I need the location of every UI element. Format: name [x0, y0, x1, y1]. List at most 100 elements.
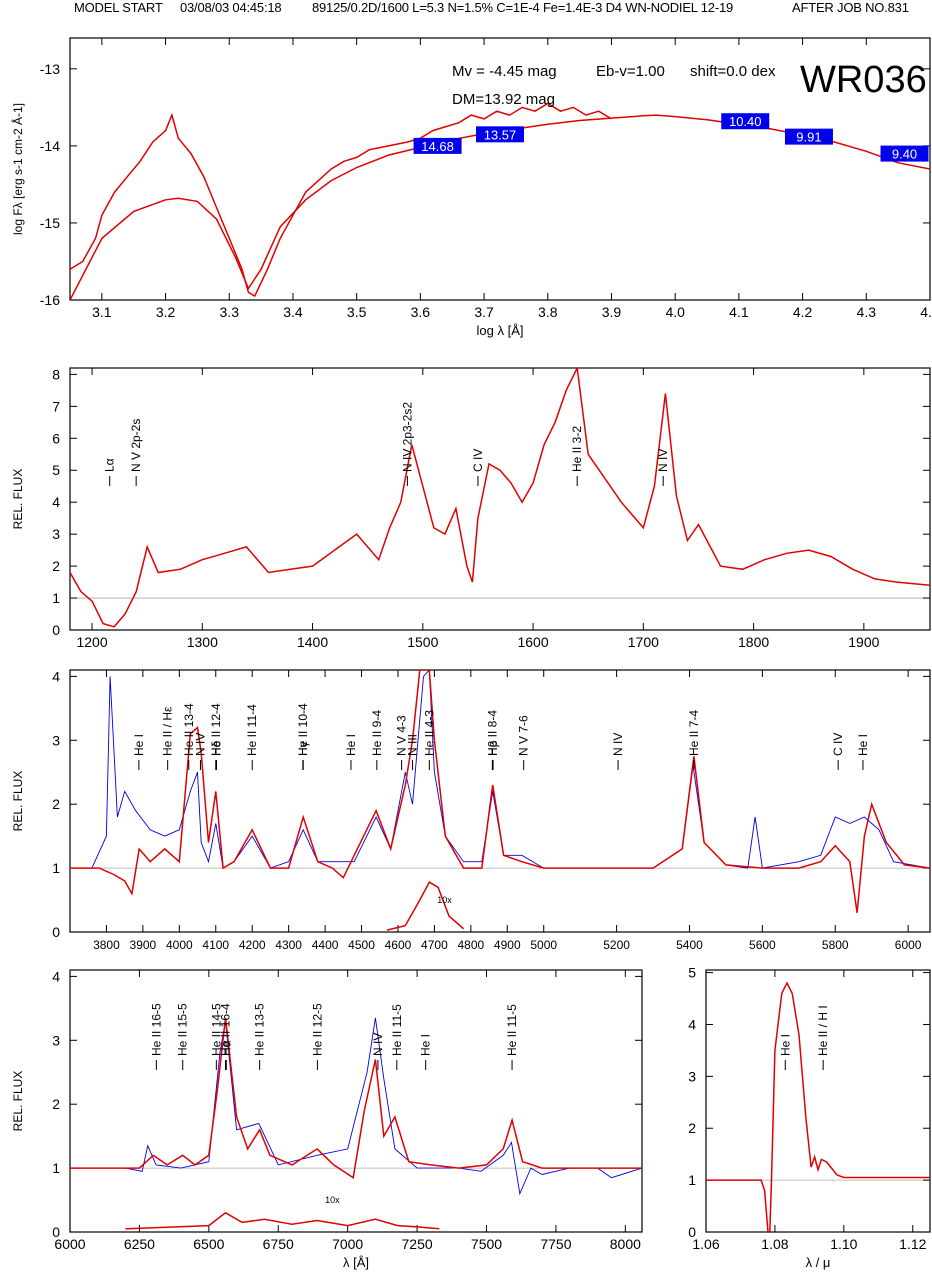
x-tick-label: 1.10	[830, 1236, 857, 1252]
photometry-box	[721, 113, 770, 130]
line-id-label: N III	[406, 734, 420, 756]
y-tick-label: 4	[52, 494, 60, 510]
x-tick-label: 1.08	[761, 1236, 788, 1252]
y-tick-label: 3	[52, 526, 60, 542]
x-tick-label: 6000	[895, 938, 922, 952]
line-id-label: C IV	[831, 733, 845, 756]
line-id-label: He II 13-4	[182, 703, 196, 756]
x-tick-label: 4700	[421, 938, 448, 952]
x-tick-label: 1200	[76, 634, 107, 650]
figure-header: MODEL START 03/08/03 04:45:18 89125/0.2D…	[0, 0, 932, 18]
x-tick-label: 4.3	[857, 304, 877, 320]
series-line-line-0	[706, 981, 930, 1232]
x-tick-label: 6250	[124, 1236, 155, 1252]
y-tick-label: -15	[40, 215, 60, 231]
y-tick-label: 1	[52, 1160, 60, 1176]
line-id-label: He II 16-4	[218, 1003, 232, 1056]
x-tick-label: 3.4	[283, 304, 303, 320]
panel-sed: 3.1 3.2 3.3 3.4 3.5 3.6 3.7 3.8 3.9 4.0 4.1 4.2 4.3 4…	[10, 37, 932, 338]
plot-frame	[69, 669, 931, 933]
photometry-label: 10.40	[729, 114, 762, 129]
header-after-job: AFTER JOB NO.831	[792, 0, 909, 15]
series-line-observed-0	[70, 1017, 642, 1196]
y-axis-label: REL. FLUX	[11, 469, 25, 530]
line-id-label: He II 7-4	[687, 710, 701, 756]
line-id-label: Hα	[219, 1040, 233, 1056]
x-tick-label: 1400	[297, 634, 328, 650]
plot-frame	[705, 969, 931, 1233]
line-id-label: Lα	[103, 458, 117, 472]
x-tick-label: 1900	[848, 634, 879, 650]
line-id-label: He II 12-4	[209, 703, 223, 756]
line-id-label: Hγ	[296, 741, 310, 756]
series-line-line-0	[70, 368, 930, 628]
x-tick-label: 4500	[348, 938, 375, 952]
y-tick-label: -16	[40, 292, 60, 308]
x-tick-label: 8000	[610, 1236, 641, 1252]
line-id-label: He II 13-5	[253, 1003, 267, 1056]
y-tick-label: 2	[688, 1120, 696, 1136]
x-tick-label: 6500	[193, 1236, 224, 1252]
photometry-box	[413, 137, 462, 154]
x-tick-label: 4900	[494, 938, 521, 952]
line-id-label: He II 16-5	[149, 1003, 163, 1056]
x-tick-label: 4800	[457, 938, 484, 952]
line-id-label: Hδ	[209, 740, 223, 756]
x-tick-label: 4100	[202, 938, 229, 952]
x-tick-label: 6000	[54, 1236, 85, 1252]
line-id-label: He I	[344, 734, 358, 756]
annotation-ebv: Eb-v=1.00	[596, 63, 665, 80]
line-id-label: He I	[419, 1034, 433, 1056]
line-id-label: He II 12-5	[310, 1003, 324, 1056]
line-id-label: He II 15-5	[176, 1003, 190, 1056]
x-tick-label: 4400	[312, 938, 339, 952]
annotation-dm: DM=13.92 mag	[452, 91, 555, 108]
x-axis-label: log λ [Å]	[477, 323, 524, 338]
annotation-mv: Mv = -4.45 mag	[452, 63, 557, 80]
y-tick-label: 3	[52, 732, 60, 748]
x-tick-label: 5200	[603, 938, 630, 952]
header-model-start: MODEL START	[74, 0, 163, 15]
photometry-label: 13.57	[484, 127, 517, 142]
star-name: WR036	[800, 59, 927, 101]
y-tick-label: 2	[52, 796, 60, 812]
y-tick-label: 3	[52, 1032, 60, 1048]
line-id-label: He II 3-2	[570, 426, 584, 472]
series-line-inset-2	[125, 1211, 440, 1230]
header-params: 89125/0.2D/1600 L=5.3 N=1.5% C=1E-4 Fe=1…	[312, 0, 734, 15]
x-tick-label: 1300	[187, 634, 218, 650]
photometry-box	[880, 145, 929, 162]
line-id-label: He I	[132, 734, 146, 756]
header-datetime: 03/08/03 04:45:18	[180, 0, 282, 15]
line-id-label: C IV	[471, 449, 485, 472]
x-tick-label: 3.3	[220, 304, 240, 320]
line-id-label: He II 10-4	[296, 703, 310, 756]
line-id-label: He I	[856, 734, 870, 756]
y-axis-label: REL. FLUX	[11, 771, 25, 832]
x-tick-label: 1500	[407, 634, 438, 650]
x-tick-label: 4.0	[665, 304, 685, 320]
photometry-label: 14.68	[421, 139, 454, 154]
line-id-label: Hβ	[486, 740, 500, 756]
x-tick-label: 7750	[540, 1236, 571, 1252]
x-axis-label: λ / μ	[806, 1255, 831, 1270]
y-tick-label: 0	[688, 1224, 696, 1240]
x-tick-label: 1600	[517, 634, 548, 650]
x-tick-label: 7000	[332, 1236, 363, 1252]
x-tick-label: 3.8	[538, 304, 558, 320]
line-id-label: N V 7-6	[517, 715, 531, 756]
y-tick-label: 0	[52, 1224, 60, 1240]
y-tick-label: 2	[52, 558, 60, 574]
x-tick-label: 5800	[822, 938, 849, 952]
x-tick-label: 3.5	[347, 304, 367, 320]
y-tick-label: 4	[52, 668, 60, 684]
y-tick-label: 5	[688, 965, 696, 981]
x-tick-label: 7500	[471, 1236, 502, 1252]
x-tick-label: 3.2	[156, 304, 176, 320]
y-tick-label: 1	[688, 1172, 696, 1188]
x-tick-label: 1700	[628, 634, 659, 650]
line-id-label: He II 8-4	[485, 710, 499, 756]
y-axis-label: log Fλ [erg s-1 cm-2 Å-1]	[10, 103, 25, 235]
